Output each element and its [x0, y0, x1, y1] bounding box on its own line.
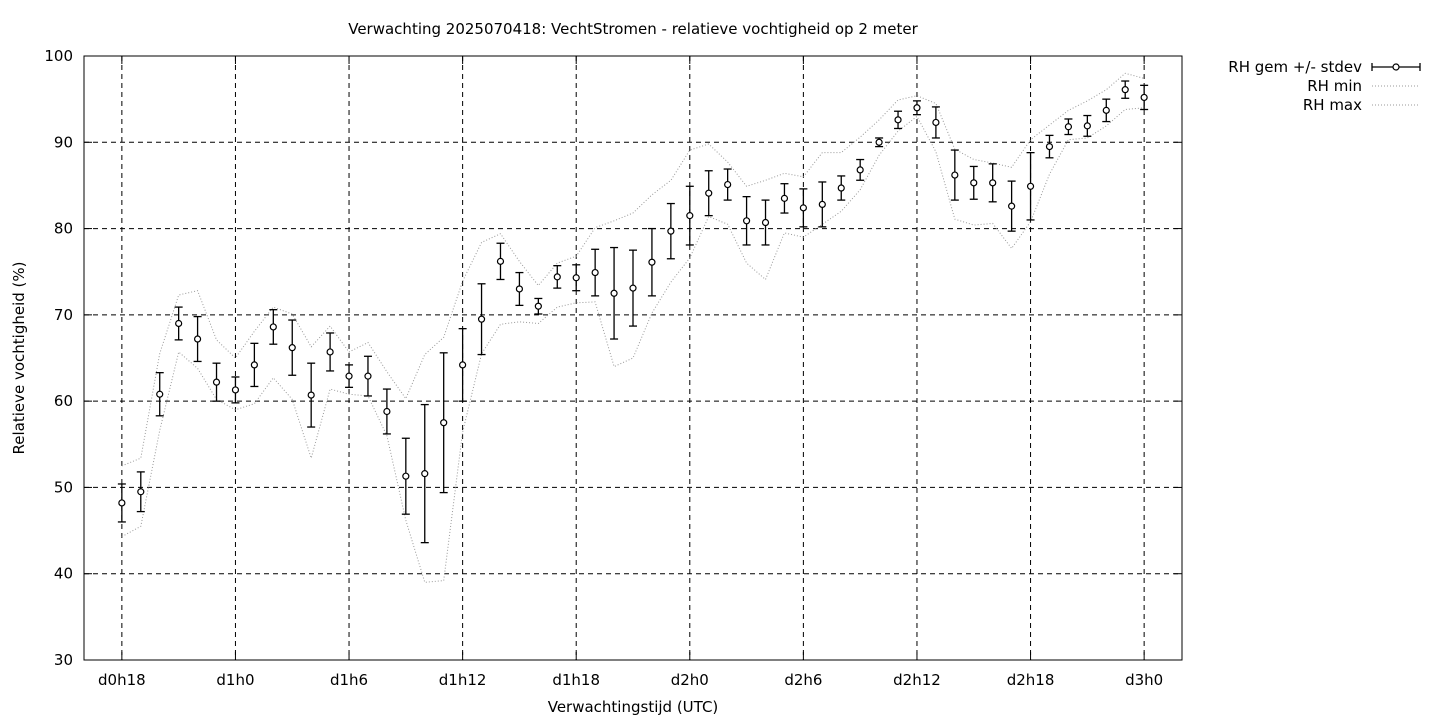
- mean-point: [1102, 106, 1110, 114]
- x-tick-label: d1h6: [330, 671, 368, 689]
- x-tick-label: d2h18: [1007, 671, 1055, 689]
- mean-point: [1045, 143, 1054, 151]
- grid: [84, 56, 1182, 660]
- mean-point: [932, 118, 940, 127]
- mean-point: [610, 289, 618, 297]
- y-axis-label: Relatieve vochtigheid (%): [10, 261, 28, 454]
- mean-point: [724, 180, 732, 189]
- y-tick-label: 100: [44, 47, 73, 65]
- x-tick-label: d3h0: [1125, 671, 1163, 689]
- mean-point: [648, 258, 656, 266]
- mean-point: [913, 104, 921, 112]
- mean-point: [1083, 122, 1091, 130]
- x-axis-label: Verwachtingstijd (UTC): [548, 698, 719, 716]
- y-tick-label: 50: [54, 478, 73, 496]
- mean-point: [629, 284, 637, 292]
- mean-point: [856, 166, 864, 174]
- x-tick-label: d1h12: [439, 671, 487, 689]
- rh-mean-errorbars: [117, 80, 1149, 544]
- mean-point: [667, 227, 675, 235]
- mean-point: [345, 372, 353, 380]
- x-tick-label: d2h0: [671, 671, 709, 689]
- mean-point: [989, 179, 997, 187]
- x-axis-ticks: d0h18 d1h0 d1h6 d1h12 d1h18 d2h0 d2h6 d2h12 d2h1…: [98, 56, 1163, 689]
- mean-point: [761, 218, 770, 227]
- mean-point: [118, 499, 126, 507]
- mean-point: [572, 274, 580, 282]
- mean-point: [496, 257, 505, 265]
- mean-point: [1121, 86, 1129, 94]
- y-tick-label: 30: [54, 651, 73, 669]
- mean-point: [970, 179, 978, 187]
- rh-max-line: [121, 72, 1145, 467]
- legend-key-mean-point: [1392, 63, 1400, 71]
- mean-point: [477, 315, 486, 323]
- mean-point: [421, 470, 429, 478]
- mean-point: [799, 204, 807, 212]
- mean-point: [951, 171, 959, 179]
- x-tick-label: d1h0: [216, 671, 254, 689]
- mean-point: [1140, 93, 1148, 102]
- y-tick-label: 40: [54, 565, 73, 583]
- mean-point: [742, 217, 751, 225]
- mean-point: [402, 472, 410, 480]
- x-tick-label: d2h12: [893, 671, 941, 689]
- legend-label-max: RH max: [1303, 96, 1362, 114]
- mean-point: [175, 319, 183, 328]
- legend-label-mean: RH gem +/- stdev: [1228, 58, 1362, 76]
- mean-point: [307, 391, 315, 399]
- mean-point: [383, 407, 391, 416]
- mean-point: [364, 372, 372, 380]
- y-tick-label: 90: [54, 133, 73, 151]
- mean-point: [875, 138, 883, 146]
- mean-point: [1064, 123, 1073, 131]
- mean-point: [288, 344, 296, 352]
- mean-point: [894, 116, 902, 124]
- rh-max-series-line: [121, 72, 1145, 467]
- mean-point: [156, 390, 164, 398]
- plot-frame: [83, 55, 1183, 661]
- mean-point: [705, 189, 713, 197]
- legend-label-min: RH min: [1307, 77, 1362, 95]
- mean-point: [231, 386, 240, 394]
- mean-point: [137, 488, 145, 496]
- y-axis-ticks: 30 40 50 60 70 80 90 100: [44, 47, 1182, 669]
- mean-point: [1008, 202, 1016, 210]
- mean-point: [459, 361, 467, 369]
- mean-point: [686, 212, 694, 220]
- mean-point: [553, 273, 561, 281]
- mean-point: [250, 361, 258, 369]
- mean-point: [837, 184, 845, 192]
- mean-point: [534, 302, 542, 310]
- chart-title: Verwachting 2025070418: VechtStromen - r…: [348, 20, 918, 38]
- mean-point: [326, 348, 334, 356]
- y-tick-label: 80: [54, 220, 73, 238]
- rh-min-series-line: [121, 107, 1145, 583]
- mean-point: [780, 194, 789, 202]
- mean-point: [269, 323, 277, 331]
- x-tick-label: d0h18: [98, 671, 146, 689]
- mean-point: [1026, 182, 1035, 190]
- mean-point: [515, 285, 524, 293]
- y-tick-label: 70: [54, 306, 73, 324]
- mean-point: [818, 200, 826, 209]
- rh-min-line: [121, 107, 1145, 583]
- mean-point: [193, 335, 202, 343]
- x-tick-label: d2h6: [784, 671, 822, 689]
- x-tick-label: d1h18: [552, 671, 600, 689]
- mean-point: [212, 378, 221, 386]
- y-tick-label: 60: [54, 392, 73, 410]
- mean-point: [591, 268, 599, 277]
- mean-point: [440, 419, 448, 427]
